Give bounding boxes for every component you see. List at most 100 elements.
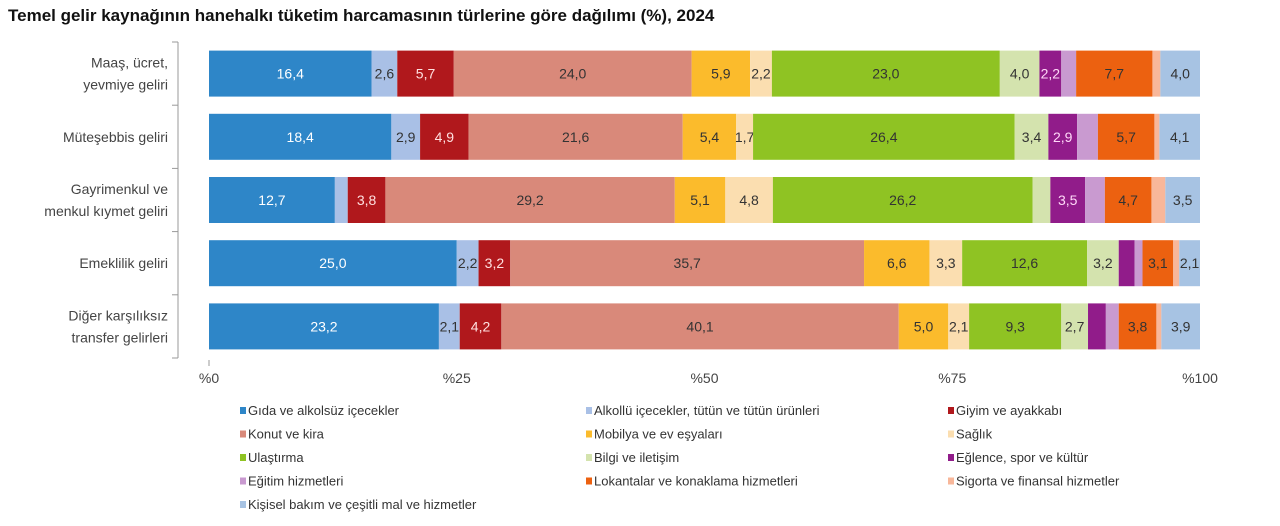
data-label: 2,2 — [751, 66, 771, 82]
data-label: 3,1 — [1148, 255, 1168, 271]
bar-segment — [1173, 240, 1180, 287]
bar-segment — [898, 303, 949, 350]
legend-label: Alkollü içecekler, tütün ve tütün ürünle… — [594, 403, 820, 418]
bar-segment — [1156, 303, 1162, 350]
data-label: 4,1 — [1170, 129, 1190, 145]
bar-segment — [209, 240, 457, 287]
chart-title: Temel gelir kaynağının hanehalkı tüketim… — [8, 6, 715, 25]
bar-segment — [456, 240, 479, 287]
data-label: 26,4 — [870, 129, 897, 145]
bar-segment — [772, 177, 1033, 223]
legend-label: Kişisel bakım ve çeşitli mal ve hizmetle… — [248, 497, 477, 512]
bar-segment — [948, 303, 970, 350]
x-tick-label: %0 — [199, 370, 219, 386]
data-label: 7,7 — [1105, 66, 1125, 82]
bar-segment — [1085, 177, 1105, 223]
bar-segment — [1104, 177, 1152, 223]
data-label: 2,1 — [949, 318, 969, 334]
bar-segment — [1061, 50, 1077, 97]
data-label: 4,0 — [1010, 66, 1030, 82]
data-label: 2,2 — [1041, 66, 1061, 82]
data-label: 26,2 — [889, 192, 916, 208]
legend-label: Ulaştırma — [248, 450, 304, 465]
bar-segment — [999, 50, 1040, 97]
bar-segment — [1154, 113, 1160, 160]
bar-segment — [468, 113, 683, 160]
y-tick-label: Maaş, ücret, yevmiye geliri — [83, 55, 168, 93]
data-label: 5,7 — [416, 66, 436, 82]
data-label: 21,6 — [562, 129, 589, 145]
data-label: 2,9 — [1053, 129, 1073, 145]
data-label: 3,3 — [936, 255, 956, 271]
bar-segment — [1076, 50, 1153, 97]
legend-label: Sağlık — [956, 427, 993, 442]
data-label: 4,9 — [435, 129, 455, 145]
data-label: 3,2 — [485, 255, 505, 271]
bar-segment — [736, 113, 754, 160]
bar-segment — [209, 303, 439, 350]
x-tick-label: %100 — [1182, 370, 1218, 386]
bar-segment — [501, 303, 899, 350]
data-label: 3,5 — [1058, 192, 1078, 208]
data-label: 5,1 — [690, 192, 710, 208]
data-label: 2,6 — [375, 66, 395, 82]
bar-segment — [397, 50, 454, 97]
legend-swatch — [948, 454, 954, 461]
data-label: 5,4 — [700, 129, 720, 145]
bar-segment — [1087, 240, 1119, 287]
bar-segment — [864, 240, 930, 287]
bars: 16,4 2,6 5,7 24,0 5,9 2,2 23,0 4,0 2,2 7,7 4,0 18,4… — [209, 50, 1200, 350]
legend-swatch — [586, 407, 592, 414]
bar-segment — [1165, 177, 1200, 223]
bar-segment — [1118, 303, 1157, 350]
data-label: 5,9 — [711, 66, 731, 82]
legend-swatch — [240, 477, 246, 485]
data-label: 4,2 — [471, 318, 491, 334]
bar-segment — [1160, 50, 1200, 97]
bar-segment — [209, 113, 392, 160]
data-label: 2,1 — [1180, 255, 1200, 271]
bar-segment — [1014, 113, 1049, 160]
y-tick-label: Gayrimenkul ve menkul kıymet geliri — [44, 181, 168, 219]
bar-segment — [1142, 240, 1174, 287]
bar-segment — [1032, 177, 1051, 223]
legend-label: Konut ve kira — [248, 427, 325, 442]
bar-segment — [1088, 303, 1106, 350]
bar-segment — [929, 240, 963, 287]
legend-label: Eğitim hizmetleri — [248, 474, 343, 489]
legend: Gıda ve alkolsüz içecekler Alkollü içecek… — [240, 403, 1120, 512]
data-label: 3,8 — [1128, 318, 1148, 334]
y-tick-label: Müteşebbis geliri — [63, 129, 168, 145]
y-tick-label: Diğer karşılıksız transfer gelirleri — [68, 307, 168, 345]
bar-segment — [459, 303, 502, 350]
bar-segment — [725, 177, 773, 223]
bar-segment — [1159, 113, 1200, 160]
bar-segment — [371, 50, 398, 97]
bar-segment — [753, 113, 1015, 160]
data-label: 23,0 — [872, 66, 899, 82]
data-label: 5,7 — [1116, 129, 1136, 145]
bar-segment — [385, 177, 675, 223]
bar-segment — [209, 177, 335, 223]
legend-swatch — [240, 430, 246, 438]
data-label: 3,8 — [357, 192, 377, 208]
bar-segment — [391, 113, 421, 160]
bar-segment — [1152, 50, 1161, 97]
legend-label: Bilgi ve iletişim — [594, 450, 679, 465]
x-tick-label: %75 — [938, 370, 966, 386]
bar-segment — [1097, 113, 1155, 160]
data-label: 25,0 — [319, 255, 346, 271]
data-label: 4,8 — [739, 192, 759, 208]
legend-label: Gıda ve alkolsüz içecekler — [248, 403, 400, 418]
data-label: 6,6 — [887, 255, 907, 271]
bar-segment — [674, 177, 726, 223]
x-tick-label: %25 — [443, 370, 471, 386]
data-label: 2,7 — [1065, 318, 1085, 334]
bar-segment — [682, 113, 737, 160]
bar-segment — [438, 303, 460, 350]
data-label: 2,1 — [440, 318, 460, 334]
bar-segment — [771, 50, 1000, 97]
data-label: 9,3 — [1005, 318, 1025, 334]
bar-segment — [1151, 177, 1166, 223]
